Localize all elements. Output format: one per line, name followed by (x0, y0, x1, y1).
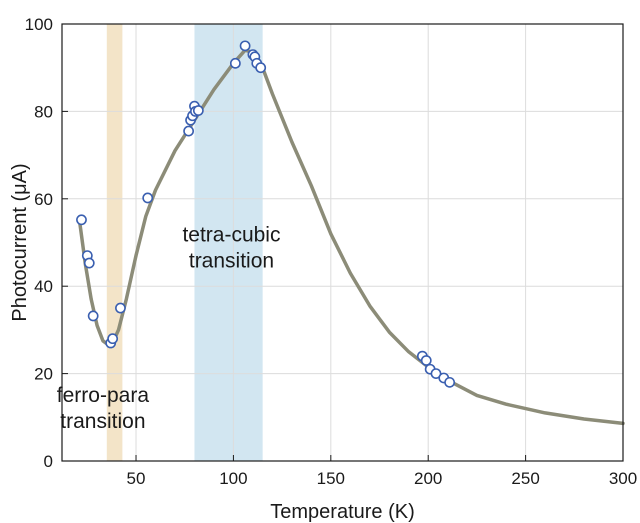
data-point (115, 302, 126, 314)
data-point (239, 40, 251, 52)
axes (61, 23, 624, 462)
transition-band (106, 24, 123, 461)
y-tick-label: 40 (34, 277, 53, 296)
annotation-line: tetra-cubic (182, 224, 280, 247)
y-axis-title: Photocurrent (μA) (9, 163, 31, 321)
annotation-line: transition (189, 250, 274, 273)
data-point (83, 257, 95, 269)
y-tick-label: 100 (25, 15, 53, 34)
fit-curve-layer (77, 48, 625, 426)
annotations: ferro-para transition tetra-cubic transitio… (57, 224, 281, 433)
annotation-line: transition (60, 410, 145, 433)
x-tick-label: 150 (317, 469, 345, 488)
plot-frame (61, 23, 624, 462)
y-tick-label: 20 (34, 365, 53, 384)
x-tick-label: 300 (609, 469, 637, 488)
data-point (107, 333, 119, 345)
annotation-line: ferro-para (57, 384, 150, 407)
transition-bands (106, 24, 263, 461)
x-tick-label: 200 (414, 469, 442, 488)
x-tick-label: 100 (219, 469, 247, 488)
data-points (76, 40, 456, 388)
transition-band (194, 24, 263, 461)
data-point (420, 355, 432, 366)
data-point (142, 192, 154, 204)
data-point (87, 310, 99, 322)
data-point (430, 368, 442, 379)
data-point (229, 57, 241, 69)
data-point (183, 125, 195, 137)
grid-lines (62, 24, 623, 461)
y-tick-label: 80 (34, 102, 53, 121)
fit-curve (77, 48, 625, 426)
y-tick-label: 60 (34, 190, 53, 209)
tetra-cubic-annotation: tetra-cubic transition (182, 224, 280, 273)
data-point (192, 105, 204, 116)
y-tick-label: 0 (44, 452, 53, 471)
data-point (444, 376, 456, 388)
x-axis-title: Temperature (K) (270, 501, 415, 523)
ferro-para-annotation: ferro-para transition (57, 384, 150, 433)
tick-marks-and-labels: 50 100 150 200 250 300 0 20 40 60 80 100 (25, 15, 638, 488)
data-point (255, 62, 267, 74)
x-tick-label: 50 (127, 469, 146, 488)
data-point (76, 214, 87, 226)
x-tick-label: 250 (511, 469, 539, 488)
